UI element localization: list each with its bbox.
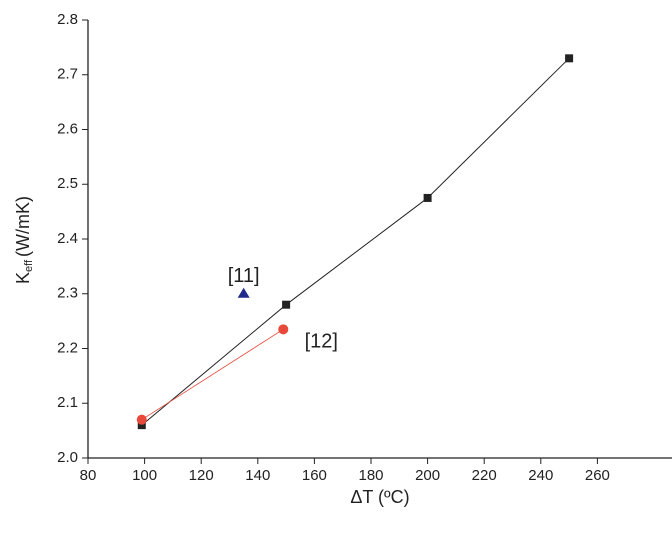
x-tick-label: 80	[80, 467, 97, 484]
y-tick-label: 2.1	[57, 394, 78, 411]
x-tick-label: 240	[528, 467, 553, 484]
marker	[282, 300, 291, 309]
x-tick-label: 140	[245, 467, 270, 484]
y-tick-label: 2.6	[57, 120, 78, 137]
marker	[137, 421, 146, 430]
x-tick-label: 200	[415, 467, 440, 484]
y-tick-label: 2.2	[57, 339, 78, 356]
series-line	[141, 328, 284, 421]
y-tick-label: 2.0	[57, 449, 78, 466]
annotation: [11]	[228, 265, 260, 287]
marker	[278, 324, 289, 335]
marker	[237, 287, 250, 298]
y-tick-label: 2.3	[57, 285, 78, 302]
y-tick-label: 2.5	[57, 175, 78, 192]
marker	[423, 193, 432, 202]
marker	[136, 414, 147, 425]
x-tick-label: 220	[472, 467, 497, 484]
y-axis-label-sub: eff	[23, 259, 35, 272]
x-tick-label: 120	[189, 467, 214, 484]
x-axis-label: ΔT (ºC)	[350, 487, 409, 507]
y-axis-label-main: K	[13, 272, 33, 284]
x-tick-label: 100	[132, 467, 157, 484]
y-axis-label: Keff (W/mK)	[13, 196, 35, 284]
x-tick-label: 160	[302, 467, 327, 484]
y-tick-label: 2.4	[57, 230, 78, 247]
y-tick-label: 2.7	[57, 66, 78, 83]
y-axis-label-unit: (W/mK)	[13, 196, 33, 257]
annotation: [12]	[305, 331, 338, 353]
marker	[565, 54, 574, 63]
x-tick-label: 260	[585, 467, 610, 484]
y-tick-label: 2.8	[57, 11, 78, 28]
x-tick-label: 180	[358, 467, 383, 484]
series-line	[141, 57, 570, 426]
